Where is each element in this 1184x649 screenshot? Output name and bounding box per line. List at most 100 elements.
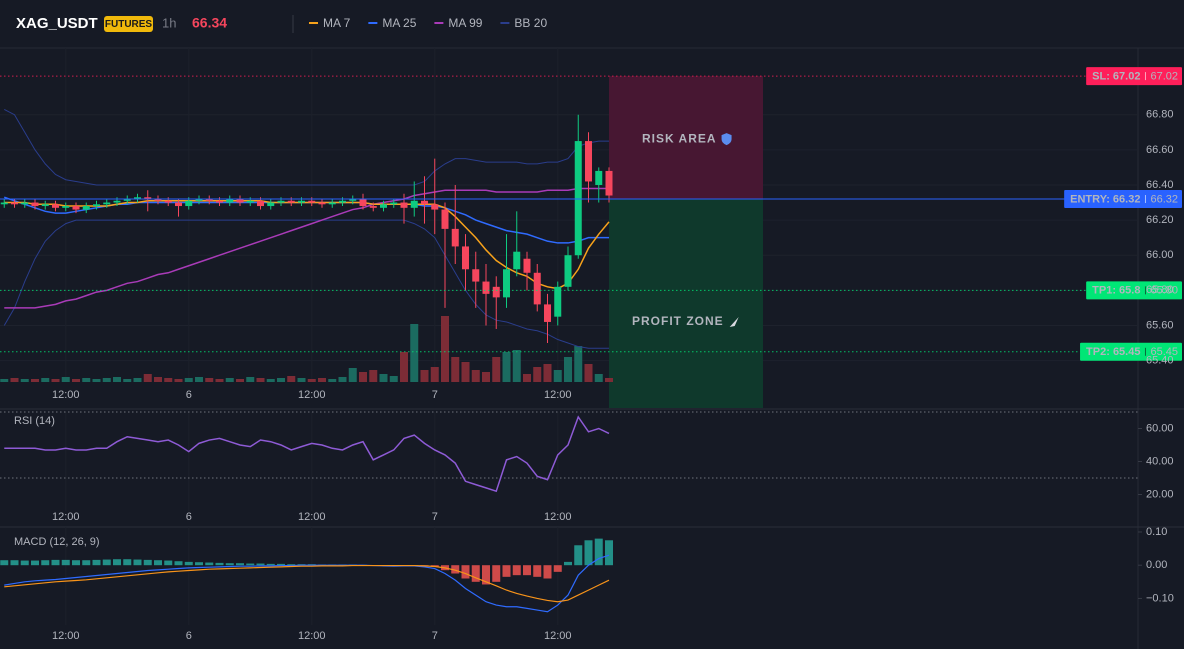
volume-bar: [502, 352, 511, 382]
zone: [609, 76, 763, 200]
candle-body: [185, 200, 193, 207]
macd-histogram-bar: [72, 560, 80, 566]
candle-body: [103, 202, 111, 205]
volume-bar: [482, 372, 490, 382]
volume-bar: [184, 378, 193, 382]
candle-body: [134, 197, 141, 200]
volume-bar: [61, 377, 70, 382]
contract-label: FUTURES: [105, 19, 153, 30]
macd-histogram-bar: [512, 565, 521, 576]
x-tick-label: 12:00: [298, 389, 326, 401]
candle-body: [72, 206, 80, 210]
volume-bar: [471, 370, 480, 382]
pane-title: MACD (12, 26, 9): [14, 536, 100, 548]
volume-bar: [133, 378, 142, 382]
candle-body: [472, 269, 480, 282]
candle-body: [31, 202, 39, 207]
candle-body: [400, 202, 408, 208]
volume-bar: [41, 378, 50, 382]
macd-histogram-bar: [195, 562, 203, 566]
volume-bar: [225, 378, 234, 382]
level-label: ENTRY: 66.32: [1070, 193, 1140, 205]
signal-line: [4, 564, 610, 603]
macd-histogram-bar: [113, 559, 121, 566]
volume-bar: [164, 378, 173, 382]
candle-body: [595, 170, 603, 185]
y-tick-label: 65.60: [1146, 319, 1174, 331]
macd-histogram-bar: [594, 538, 603, 566]
candle-body: [503, 269, 510, 298]
x-tick-label: 7: [432, 389, 438, 401]
volume-bar: [584, 364, 593, 382]
level-price: 65.45: [1150, 346, 1178, 358]
volume-bar: [369, 370, 378, 382]
x-tick-label: 12:00: [298, 511, 326, 523]
candle-body: [431, 204, 439, 210]
volume-bar: [594, 374, 603, 382]
candle-body: [62, 206, 70, 208]
candle-body: [482, 281, 490, 294]
candle-body: [175, 202, 182, 207]
volume-bar: [389, 376, 398, 382]
macd-histogram-bar: [564, 561, 572, 566]
x-tick-label: 7: [432, 511, 438, 523]
legend-label: MA 7: [323, 16, 351, 30]
volume-bar: [31, 379, 39, 382]
volume-bar: [318, 378, 326, 382]
macd-histogram-bar: [102, 559, 111, 566]
candle-body: [585, 141, 592, 182]
macd-histogram-bar: [256, 563, 265, 566]
candle-body: [462, 246, 469, 270]
macd-histogram-bar: [41, 560, 50, 566]
macd-histogram-bar: [523, 565, 531, 576]
candle-body: [349, 199, 357, 201]
candle-body: [451, 228, 459, 247]
volume-bar: [605, 378, 613, 382]
candle-body: [236, 199, 244, 203]
candle-body: [410, 200, 418, 208]
volume-bar: [420, 370, 429, 382]
macd-histogram-bar: [492, 565, 501, 582]
candle-body: [554, 286, 562, 317]
zone-label: RISK AREA: [642, 131, 717, 145]
macd-histogram-bar: [123, 559, 132, 566]
volume-bar: [307, 379, 316, 382]
volume-bar: [72, 379, 80, 382]
interval: 1h: [162, 15, 176, 30]
volume-bar: [102, 378, 111, 382]
volume-bar: [379, 374, 388, 382]
y-tick-label: 66.00: [1146, 249, 1174, 261]
level-price: 67.02: [1150, 71, 1178, 83]
contract-badge: [104, 16, 153, 32]
volume-bar: [205, 378, 214, 382]
level-tag: [1086, 67, 1182, 86]
last-price: 66.34: [192, 15, 227, 31]
volume-bar: [400, 352, 408, 382]
candle-body: [205, 199, 213, 201]
candle-body: [246, 200, 254, 203]
volume-bar: [441, 316, 449, 382]
macd-line: [4, 554, 610, 613]
legend: MA 7 MA 25 MA 99 BB 20: [309, 16, 547, 30]
candle-body: [318, 202, 326, 205]
candle-body: [492, 286, 500, 298]
macd-histogram-bar: [143, 559, 152, 566]
macd-histogram-bar: [574, 545, 583, 566]
macd-histogram-bar: [164, 560, 173, 566]
macd-histogram-bar: [533, 565, 542, 577]
symbol: XAG_USDT: [16, 15, 98, 32]
volume-bar: [20, 379, 29, 382]
macd-histogram-bar: [225, 563, 234, 566]
candle-body: [144, 197, 152, 200]
macd-histogram-bar: [482, 565, 490, 585]
level-label: TP2: 65.45: [1086, 346, 1140, 358]
macd-histogram-bar: [215, 562, 224, 566]
level-tag: [1086, 281, 1182, 300]
x-tick-label: 7: [432, 630, 438, 642]
candle-body: [226, 199, 234, 203]
level-label: SL: 67.02: [1092, 71, 1140, 83]
volume-bar: [113, 377, 121, 382]
ma-line: [4, 200, 610, 290]
volume-bar: [256, 378, 265, 382]
volume-bar: [143, 374, 152, 382]
